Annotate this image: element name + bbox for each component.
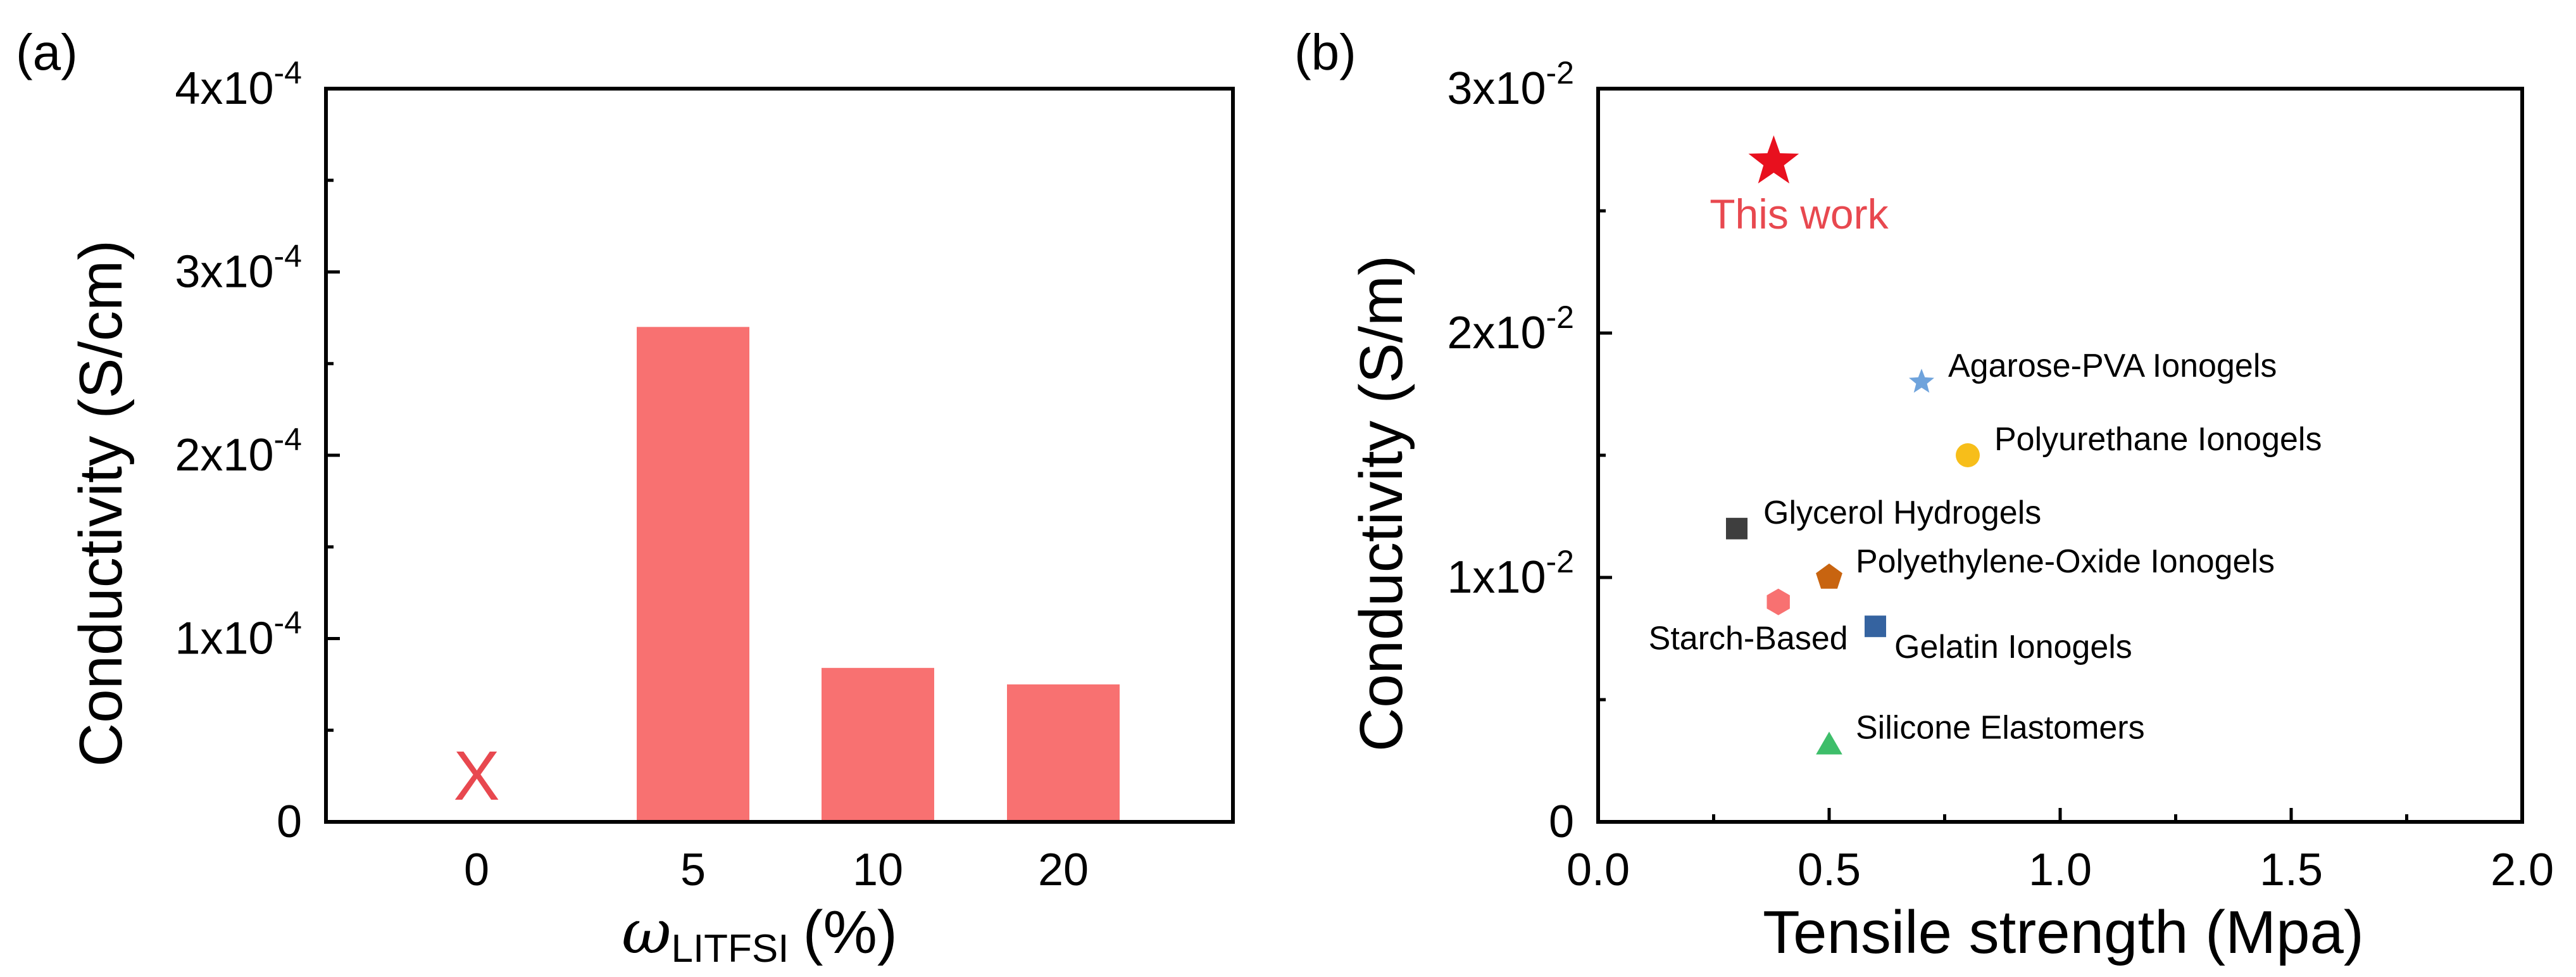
panel-b-x-tick-label: 1.5 xyxy=(2260,845,2323,895)
panel-a-y-tick-label: 1x10-4 xyxy=(175,605,302,664)
label-agarose-pva-ionogels: Agarose-PVA Ionogels xyxy=(1948,348,2277,384)
label-this-work: This work xyxy=(1710,191,1889,237)
point-this-work xyxy=(1748,135,1799,184)
bar-10 xyxy=(822,667,934,822)
panel-b-label: (b) xyxy=(1294,24,1356,80)
panel-b-y-tick-label: 1x10-2 xyxy=(1447,544,1574,603)
bar-5 xyxy=(637,327,749,822)
panel-a-x-tick-label: 20 xyxy=(1038,845,1089,895)
point-gelatin-ionogels xyxy=(1865,615,1886,638)
point-silicone-elastomers xyxy=(1816,731,1842,755)
point-agarose-pva-ionogels xyxy=(1909,369,1934,393)
panel-b-y-tick-label: 3x10-2 xyxy=(1447,55,1574,114)
point-polyethylene-oxide-ionogels xyxy=(1816,564,1842,589)
panel-a-y-tick-label: 4x10-4 xyxy=(175,55,302,114)
panel-b-y-tick-label: 0 xyxy=(1549,797,1574,847)
panel-a-y-tick-label: 3x10-4 xyxy=(175,239,302,298)
panel-a-y-tick-label: 0 xyxy=(277,797,302,847)
label-starch-based: Starch-Based xyxy=(1649,621,1848,657)
label-polyethylene-oxide-ionogels: Polyethylene-Oxide Ionogels xyxy=(1856,543,2275,580)
panel-a-y-axis-title: Conductivity (S/cm) xyxy=(67,240,135,767)
label-glycerol-hydrogels: Glycerol Hydrogels xyxy=(1763,495,2041,531)
bar-20 xyxy=(1007,684,1120,822)
panel-b-x-tick-label: 2.0 xyxy=(2491,845,2554,895)
point-starch-based xyxy=(1766,588,1790,615)
panel-a-x-axis-title: ωLITFSI (%) xyxy=(622,897,897,971)
panel-b-y-tick-label: 2x10-2 xyxy=(1447,299,1574,358)
panel-a-bar-chart: (a) X 0 1x10-4 2x10-4 3x10-4 4x10-4 0 5 10 20 C… xyxy=(16,24,1235,971)
panel-a-y-tick-label: 2x10-4 xyxy=(175,422,302,481)
point-glycerol-hydrogels xyxy=(1726,517,1748,539)
panel-b-x-axis-title: Tensile strength (Mpa) xyxy=(1763,898,2364,966)
panel-b-y-axis-title: Conductivity (S/m) xyxy=(1347,255,1415,752)
label-gelatin-ionogels: Gelatin Ionogels xyxy=(1894,629,2132,665)
panel-a-x-tick-label: 10 xyxy=(853,845,903,895)
panel-b-x-tick-label: 0.0 xyxy=(1566,845,1630,895)
label-polyurethane-ionogels: Polyurethane Ionogels xyxy=(1994,421,2322,458)
panel-a-x-tick-label: 5 xyxy=(680,845,706,895)
panel-a-x-tick-label: 0 xyxy=(464,845,489,895)
label-silicone-elastomers: Silicone Elastomers xyxy=(1856,709,2145,746)
panel-a-label: (a) xyxy=(16,24,78,80)
point-polyurethane-ionogels xyxy=(1956,443,1980,467)
panel-b-x-tick-label: 0.5 xyxy=(1798,845,1861,895)
missing-data-marker: X xyxy=(453,737,499,815)
panel-b-x-tick-label: 1.0 xyxy=(2029,845,2092,895)
